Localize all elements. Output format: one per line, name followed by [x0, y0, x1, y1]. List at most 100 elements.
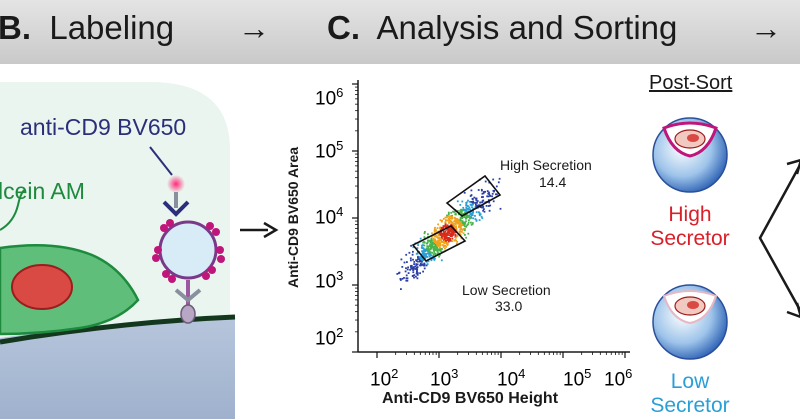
scatter-point [434, 243, 437, 246]
scatter-point [463, 223, 466, 226]
scatter-point [447, 215, 450, 218]
scatter-point [480, 215, 483, 218]
scatter-point [434, 235, 437, 238]
scatter-point [479, 213, 482, 216]
scatter-point [433, 245, 436, 248]
scatter-point [481, 217, 484, 220]
scatter-point [482, 192, 485, 195]
scatter-point [437, 223, 439, 226]
scatter-point [478, 214, 481, 217]
scatter-point [433, 247, 435, 250]
scatter-point [424, 252, 426, 255]
scatter-point [447, 211, 450, 214]
scatter-point [471, 197, 474, 200]
scatter-point [405, 279, 408, 282]
scatter-point [482, 209, 484, 212]
scatter-point [453, 211, 456, 213]
scatter-point [440, 237, 443, 240]
scatter-point [421, 245, 423, 247]
scatter-point [429, 241, 432, 244]
scatter-point [467, 216, 469, 219]
scatter-point [444, 224, 447, 227]
scatter-point [476, 200, 479, 202]
scatter-point [421, 257, 424, 260]
scatter-point [425, 254, 427, 256]
scatter-point [479, 201, 481, 204]
high-gate-label: High Secretion [500, 157, 592, 173]
scatter-point [460, 223, 462, 225]
scatter-point [431, 239, 433, 242]
scatter-point [455, 243, 458, 245]
scatter-point [412, 268, 415, 271]
scatter-point [446, 244, 449, 246]
scatter-point [410, 244, 412, 247]
scatter-point [426, 263, 429, 265]
scatter-point [444, 230, 447, 233]
scatter-point [458, 231, 461, 234]
scatter-point [416, 274, 419, 276]
scatter-point [451, 237, 454, 240]
scatter-point [432, 238, 434, 241]
scatter-point [440, 250, 443, 253]
scatter-point [427, 252, 430, 255]
scatter-point [443, 232, 446, 235]
scatter-point [416, 252, 419, 255]
scatter-point [428, 254, 430, 256]
scatter-point [420, 264, 422, 267]
scatter-point [413, 276, 415, 279]
scatter-point [464, 214, 466, 217]
scatter-point [455, 239, 457, 242]
scatter-point [495, 193, 497, 196]
scatter-point [444, 247, 446, 250]
scatter-point [422, 247, 425, 249]
scatter-point [424, 250, 427, 253]
low-secretor-droplet [652, 284, 728, 360]
scatter-point [416, 263, 419, 266]
scatter-point [438, 236, 441, 239]
scatter-point [439, 244, 442, 247]
scatter-point [426, 245, 429, 248]
scatter-point [405, 277, 408, 280]
low-gate-value: 33.0 [495, 298, 523, 314]
scatter-point [468, 214, 471, 217]
scatter-point [446, 216, 448, 219]
scatter-point [447, 213, 450, 216]
scatter-point [396, 273, 399, 275]
scatter-point [427, 246, 430, 249]
scatter-point [449, 217, 452, 220]
scatter-point [416, 271, 418, 273]
scatter-point [481, 196, 483, 198]
scatter-point [465, 202, 468, 204]
scatter-point [441, 233, 443, 236]
panel-arrow-head [263, 221, 279, 239]
scatter-point [442, 227, 445, 230]
scatter-point [465, 236, 467, 239]
scatter-point [444, 222, 447, 225]
scatter-point [463, 229, 466, 232]
scatter-point [409, 265, 412, 267]
scatter-point [472, 200, 474, 203]
scatter-point [472, 210, 474, 212]
scatter-point [434, 248, 437, 250]
scatter-point [412, 258, 414, 261]
scatter-point [432, 239, 435, 242]
axis-ticks [352, 83, 626, 358]
y-tick-label: 106 [315, 85, 344, 110]
scatter-point [470, 194, 473, 196]
scatter-point [421, 259, 423, 262]
scatter-point [475, 220, 478, 222]
scatter-point [440, 238, 443, 241]
scatter-point [430, 245, 433, 248]
scatter-point [416, 268, 418, 271]
scatter-point [446, 237, 449, 240]
scatter-point [433, 249, 435, 251]
scatter-point [433, 235, 436, 237]
scatter-point [427, 250, 430, 253]
scatter-point [446, 243, 448, 245]
scatter-point [446, 225, 449, 228]
scatter-point [449, 232, 451, 235]
scatter-point [419, 256, 421, 258]
scatter-point [429, 248, 431, 251]
scatter-point [435, 231, 438, 233]
